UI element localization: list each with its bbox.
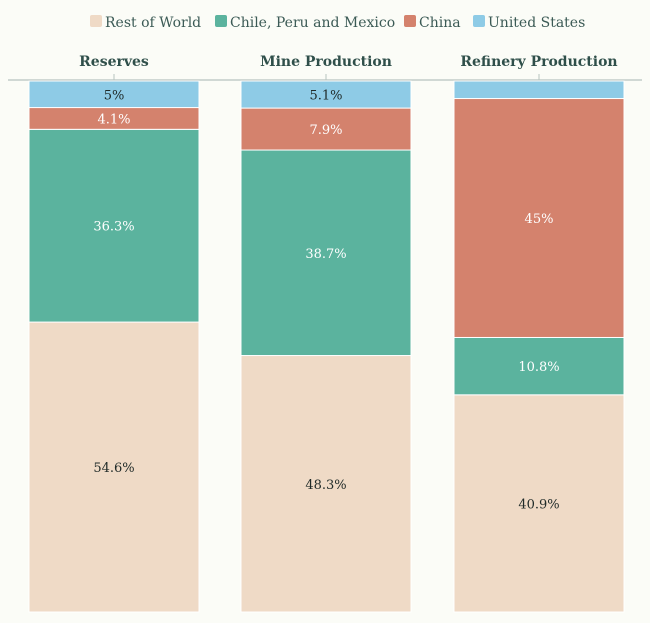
legend-label-rest-of-world: Rest of World bbox=[105, 15, 201, 31]
legend-swatch-rest-of-world bbox=[90, 15, 102, 27]
category-label-mine-production: Mine Production bbox=[260, 54, 392, 70]
legend-label-chile-peru-and-mexico: Chile, Peru and Mexico bbox=[230, 15, 395, 31]
bar-segment-mine-production-chile-peru-and-mexico bbox=[240, 149, 412, 357]
category-label-refinery-production: Refinery Production bbox=[460, 54, 617, 70]
data-label-mine-production-united-states: 5.1% bbox=[309, 89, 342, 104]
data-label-mine-production-chile-peru-and-mexico: 38.7% bbox=[305, 247, 346, 262]
data-label-refinery-production-chile-peru-and-mexico: 10.8% bbox=[518, 360, 559, 375]
bar-segment-reserves-chile-peru-and-mexico bbox=[28, 128, 200, 323]
data-label-reserves-chile-peru-and-mexico: 36.3% bbox=[93, 220, 134, 235]
bar-segment-reserves-rest-of-world bbox=[28, 321, 200, 613]
data-label-reserves-rest-of-world: 54.6% bbox=[93, 461, 134, 476]
data-label-reserves-china: 4.1% bbox=[97, 112, 130, 127]
legend-swatch-china bbox=[404, 15, 416, 27]
legend-swatch-chile-peru-and-mexico bbox=[215, 15, 227, 27]
legend-label-united-states: United States bbox=[488, 15, 585, 31]
bar-segment-refinery-production-china bbox=[453, 98, 625, 338]
category-label-reserves: Reserves bbox=[79, 54, 149, 70]
bar-segment-mine-production-china bbox=[240, 107, 412, 151]
legend-swatch-united-states bbox=[473, 15, 485, 27]
data-label-refinery-production-china: 45% bbox=[525, 212, 554, 227]
bar-segment-refinery-production-rest-of-world bbox=[453, 394, 625, 613]
bar-segment-refinery-production-chile-peru-and-mexico bbox=[453, 336, 625, 396]
data-label-refinery-production-rest-of-world: 40.9% bbox=[518, 497, 559, 512]
data-label-reserves-united-states: 5% bbox=[104, 88, 125, 103]
bar-segment-mine-production-united-states bbox=[240, 80, 412, 109]
bars: 54.6% 36.3% 4.1% 5% 48.3% 38.7% 7.9% 5.1% 40.9% 1… bbox=[28, 80, 625, 613]
legend-label-china: China bbox=[419, 15, 461, 31]
bar-segment-refinery-production-united-states bbox=[453, 80, 625, 100]
category-labels: Reserves Mine Production Refinery Producti… bbox=[79, 54, 618, 80]
data-label-mine-production-china: 7.9% bbox=[309, 123, 342, 138]
bar-segment-mine-production-rest-of-world bbox=[240, 355, 412, 613]
legend: Rest of World Chile, Peru and Mexico China… bbox=[90, 15, 585, 31]
data-label-mine-production-rest-of-world: 48.3% bbox=[305, 478, 346, 493]
bar-segment-reserves-united-states bbox=[28, 80, 200, 109]
